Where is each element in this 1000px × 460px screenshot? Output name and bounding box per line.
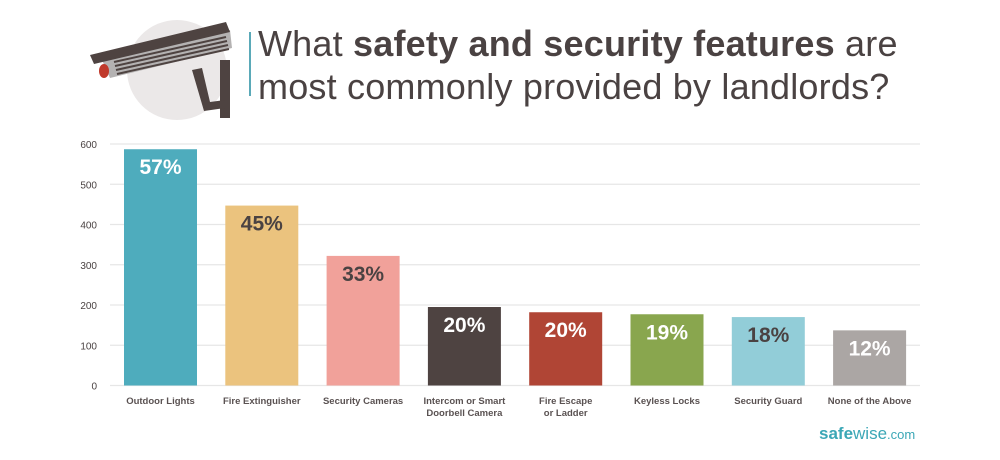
title-line-2: most commonly provided by landlords? <box>258 66 890 107</box>
x-axis-labels: Outdoor Lights Fire Extinguisher Security … <box>126 396 911 419</box>
data-label: 19% <box>646 321 688 344</box>
bars <box>124 149 907 386</box>
x-tick-label: Intercom or Smart <box>423 396 506 407</box>
title-line-1: What safety and security features are <box>258 22 898 65</box>
data-label: 45% <box>241 213 283 236</box>
bar <box>225 205 299 386</box>
x-tick-label: Outdoor Lights <box>126 396 195 407</box>
x-tick-label: Doorbell Camera <box>426 408 503 419</box>
x-tick-label: Security Cameras <box>323 396 403 407</box>
bar <box>529 312 603 386</box>
data-label: 20% <box>545 319 587 342</box>
safewise-logo: safewise.com <box>819 424 915 444</box>
data-label: 57% <box>139 156 181 179</box>
logo-regular: wise <box>853 424 888 443</box>
bar <box>427 307 501 386</box>
security-camera-icon <box>90 20 232 120</box>
x-tick-label: Fire Extinguisher <box>223 396 301 407</box>
bar <box>731 317 805 386</box>
data-label: 20% <box>443 314 485 337</box>
y-tick-label: 100 <box>80 341 97 352</box>
y-axis-ticks: 0 100 200 300 400 500 600 <box>80 140 97 393</box>
y-tick-label: 600 <box>80 140 97 151</box>
bar <box>833 330 907 386</box>
data-label: 33% <box>342 263 384 286</box>
data-label: 18% <box>747 324 789 347</box>
y-tick-label: 300 <box>80 261 97 272</box>
y-tick-label: 500 <box>80 180 97 191</box>
x-tick-label: None of the Above <box>828 396 912 407</box>
bar <box>630 314 704 386</box>
title-text: What <box>258 23 354 64</box>
data-labels: 57% 45% 33% 20% 20% 19% 18% 12% <box>139 156 890 360</box>
y-tick-label: 200 <box>80 301 97 312</box>
header: What safety and security features are mo… <box>0 0 1000 120</box>
bar <box>326 255 400 386</box>
title-bold-text: safety and security features <box>353 23 835 64</box>
logo-suffix: .com <box>887 427 916 442</box>
x-tick-label: Fire Escape <box>539 396 592 407</box>
title-accent-bar <box>249 32 251 96</box>
x-tick-label: or Ladder <box>544 408 588 419</box>
x-tick-label: Keyless Locks <box>634 396 700 407</box>
data-label: 12% <box>849 337 891 360</box>
bar <box>124 149 197 386</box>
logo-bold: safe <box>819 424 854 443</box>
title-text: are <box>834 23 898 64</box>
x-tick-label: Security Guard <box>734 396 802 407</box>
y-tick-label: 0 <box>91 382 97 393</box>
y-tick-label: 400 <box>80 221 97 232</box>
chart-title: What safety and security features are mo… <box>258 22 898 108</box>
